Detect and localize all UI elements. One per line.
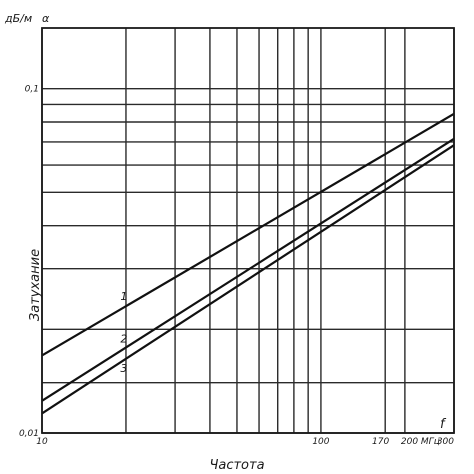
horizontal-grid-lines <box>42 87 454 434</box>
x-axis-title: Частота <box>209 458 264 473</box>
series-line-3 <box>41 144 455 415</box>
series-label-3: 3 <box>120 362 127 375</box>
x-tick-label: 170 <box>372 437 389 447</box>
x-tick-label: 300 <box>437 437 454 447</box>
series-line-1 <box>41 112 455 357</box>
x-tick-label: 10 <box>36 437 48 447</box>
y-axis-symbol: α <box>42 12 50 25</box>
series-line-2 <box>41 137 455 402</box>
x-tick-label: 100 <box>312 437 329 447</box>
x-tick-label: 200 МГц <box>401 437 440 447</box>
y-unit-label: дБ/м <box>4 12 32 25</box>
plot-frame <box>41 27 455 434</box>
y-tick-label: 0,1 <box>25 85 39 95</box>
series-label-2: 2 <box>120 332 127 345</box>
curves: 1 2 3 <box>41 112 455 415</box>
y-tick-label: 0,01 <box>19 429 39 439</box>
x-axis-symbol: f <box>440 417 447 432</box>
series-label-1: 1 <box>120 290 127 303</box>
y-axis-title: Затухание <box>28 249 43 321</box>
